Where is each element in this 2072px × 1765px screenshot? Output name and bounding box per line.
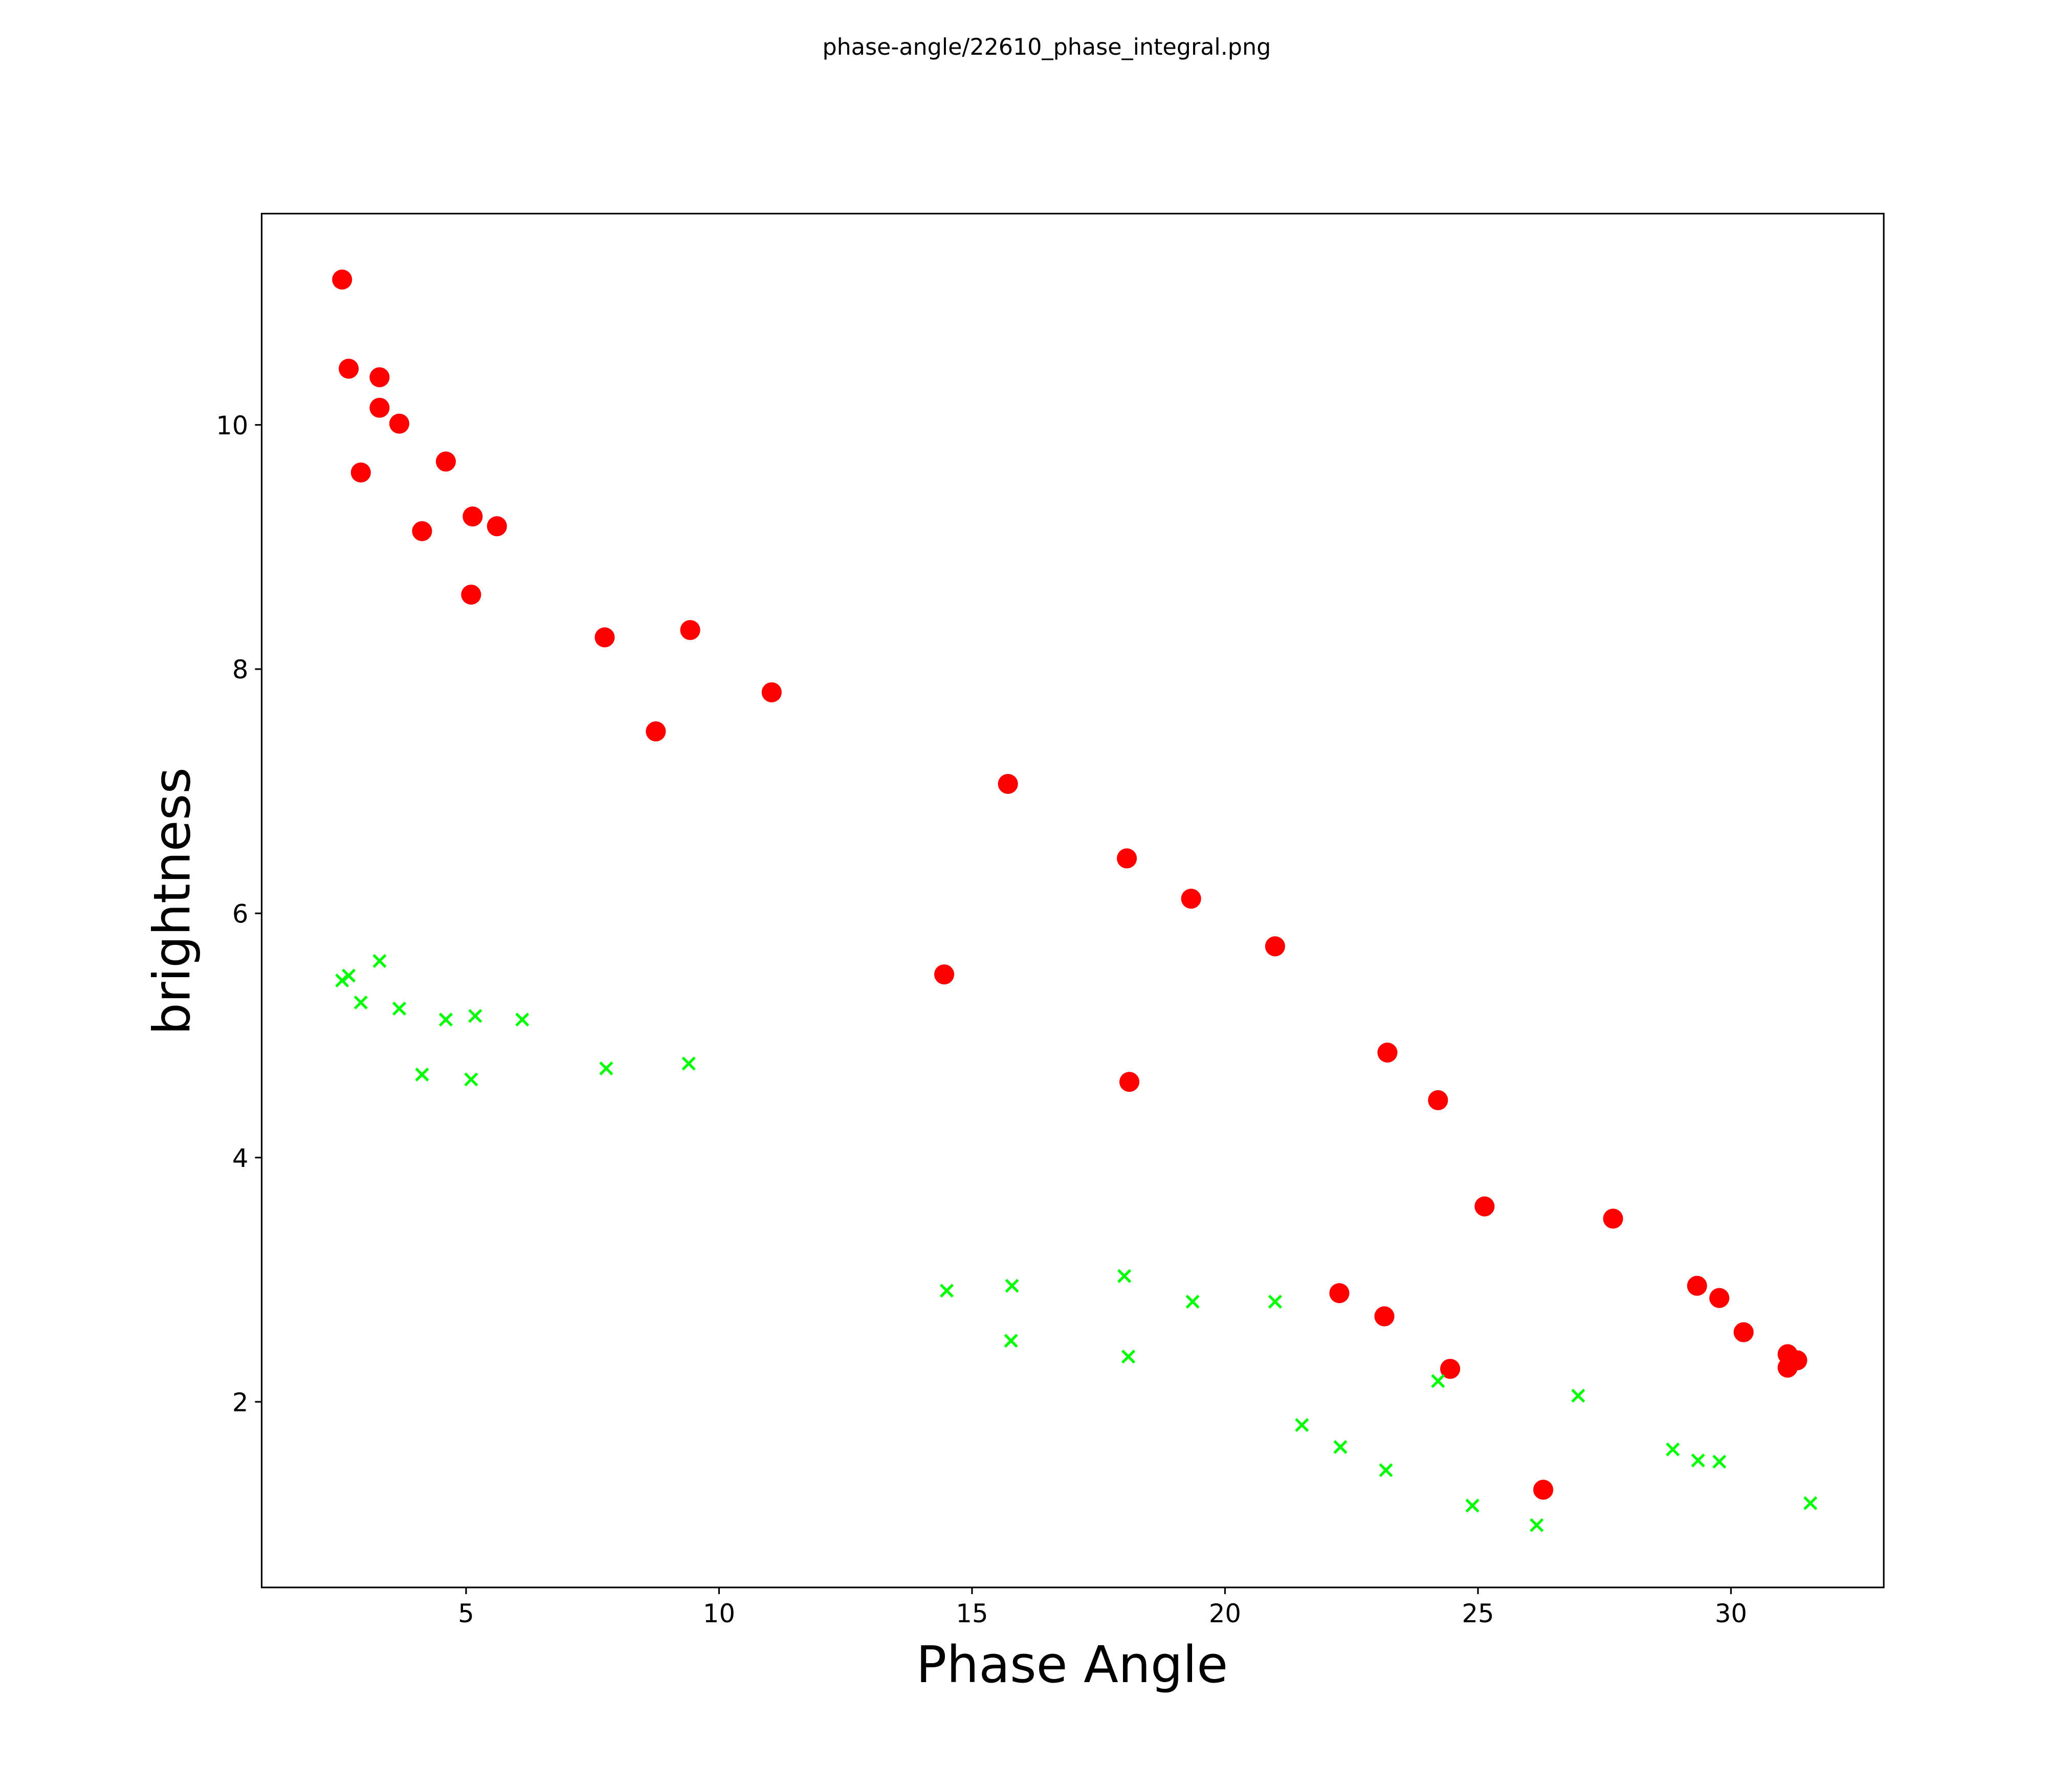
- data-point-circle: [369, 367, 390, 387]
- data-point-circle: [1374, 1306, 1395, 1327]
- data-point-circle: [1687, 1275, 1707, 1296]
- data-point-cross: [341, 968, 356, 983]
- data-point-cross: [1712, 1454, 1727, 1469]
- data-point-cross: [1431, 1374, 1445, 1388]
- x-tick-label: 10: [703, 1599, 735, 1628]
- data-point-circle: [1428, 1090, 1448, 1111]
- data-point-cross: [1005, 1278, 1019, 1293]
- data-point-cross: [1691, 1453, 1705, 1468]
- axis-ticks: 5 10 15 20 25 30 2 4 6 8 10: [216, 411, 1747, 1628]
- data-point-circle: [369, 398, 390, 418]
- series-green-crosses: [335, 954, 1818, 1532]
- data-point-cross: [1004, 1334, 1018, 1348]
- x-axis-label: Phase Angle: [916, 1636, 1228, 1694]
- data-point-cross: [372, 954, 387, 968]
- data-point-cross: [354, 995, 368, 1010]
- data-point-circle: [1603, 1208, 1623, 1229]
- data-point-cross: [464, 1072, 478, 1087]
- data-point-cross: [1803, 1496, 1818, 1510]
- data-point-circle: [1709, 1288, 1730, 1308]
- data-point-cross: [438, 1012, 453, 1027]
- data-point-cross: [1666, 1442, 1680, 1457]
- x-tick-label: 25: [1462, 1599, 1494, 1628]
- data-point-circle: [1265, 936, 1285, 957]
- data-point-circle: [1474, 1196, 1495, 1217]
- data-point-circle: [934, 964, 955, 985]
- data-point-circle: [412, 521, 432, 541]
- data-point-circle: [998, 774, 1018, 794]
- y-tick-label: 10: [216, 411, 248, 440]
- data-point-circle: [646, 721, 666, 742]
- data-point-circle: [1119, 1072, 1140, 1092]
- data-point-cross: [1571, 1388, 1585, 1403]
- data-point-circle: [1181, 889, 1201, 909]
- data-point-cross: [1295, 1418, 1309, 1432]
- data-point-cross: [1121, 1350, 1136, 1364]
- data-point-circle: [1440, 1359, 1461, 1379]
- data-point-circle: [761, 682, 782, 702]
- data-point-circle: [1377, 1042, 1398, 1063]
- data-point-cross: [599, 1061, 613, 1076]
- data-point-cross: [1333, 1440, 1348, 1454]
- data-point-circle: [1533, 1480, 1554, 1500]
- data-point-circle: [389, 413, 410, 434]
- data-point-cross: [939, 1284, 954, 1298]
- y-axis-label: brightness: [143, 767, 202, 1035]
- data-point-cross: [681, 1056, 696, 1071]
- y-tick-label: 4: [232, 1143, 249, 1173]
- data-point-circle: [1329, 1283, 1350, 1304]
- data-point-cross: [1117, 1269, 1132, 1283]
- y-tick-label: 2: [232, 1387, 249, 1417]
- data-point-circle: [350, 462, 371, 483]
- data-point-cross: [1465, 1498, 1480, 1513]
- x-tick-label: 15: [956, 1599, 988, 1628]
- data-point-cross: [1268, 1294, 1282, 1309]
- data-point-cross: [392, 1001, 407, 1016]
- data-point-circle: [1733, 1322, 1754, 1342]
- data-point-cross: [415, 1067, 429, 1082]
- data-point-cross: [515, 1012, 530, 1027]
- data-point-circle: [461, 584, 481, 605]
- data-point-circle: [338, 359, 359, 379]
- data-point-circle: [1777, 1357, 1798, 1378]
- data-point-circle: [487, 516, 507, 537]
- x-tick-label: 20: [1209, 1599, 1241, 1628]
- data-point-cross: [1379, 1463, 1393, 1477]
- x-tick-label: 5: [458, 1599, 474, 1628]
- data-point-cross: [468, 1009, 482, 1023]
- data-point-circle: [594, 627, 615, 648]
- data-point-circle: [462, 506, 483, 527]
- data-point-cross: [1185, 1294, 1200, 1309]
- y-tick-label: 8: [232, 655, 249, 685]
- data-point-circle: [332, 269, 352, 290]
- plot-frame: [260, 212, 1885, 1588]
- data-point-cross: [1530, 1518, 1544, 1532]
- data-point-circle: [1117, 848, 1137, 869]
- y-tick-label: 6: [232, 899, 249, 929]
- series-red-circles: [332, 269, 1808, 1500]
- data-point-circle: [680, 620, 700, 641]
- data-point-circle: [435, 451, 456, 472]
- chart-title: phase-angle/22610_phase_integral.png: [822, 34, 1271, 60]
- x-tick-label: 30: [1715, 1599, 1747, 1628]
- plot-marks: [332, 269, 1818, 1532]
